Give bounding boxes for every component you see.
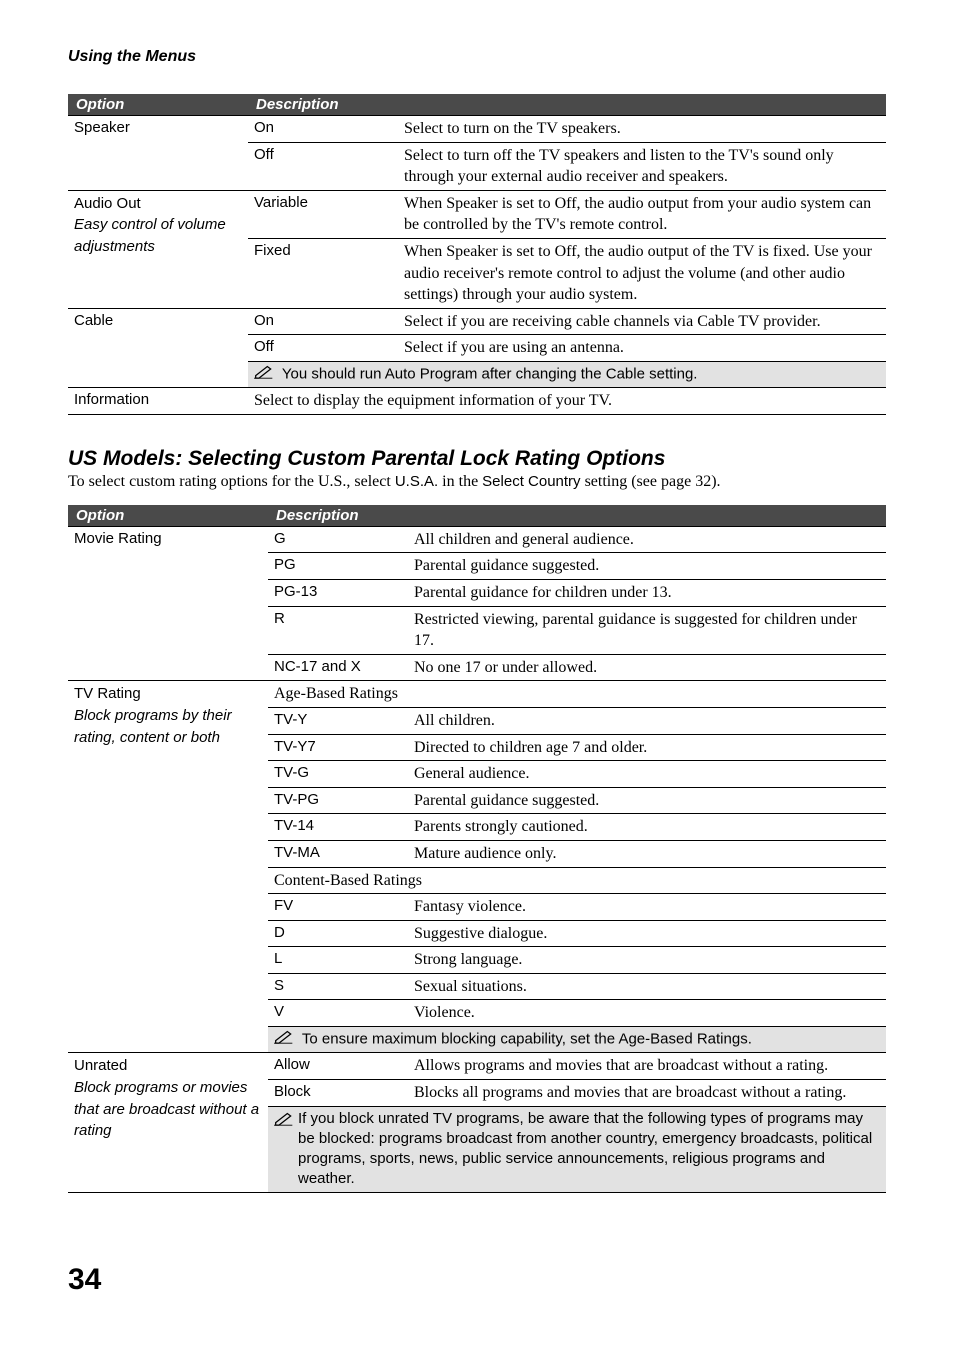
options-table-1: Option Description Speaker On Select to … — [68, 94, 886, 415]
description-text: When Speaker is set to Off, the audio ou… — [398, 190, 886, 238]
note-icon — [254, 364, 274, 385]
description-text: No one 17 or under allowed. — [408, 654, 886, 681]
value-label: TV-14 — [268, 814, 408, 841]
note-cell: You should run Auto Program after changi… — [248, 361, 886, 387]
description-text: Parents strongly cautioned. — [408, 814, 886, 841]
description-text: Strong language. — [408, 947, 886, 974]
description-text: Parental guidance suggested. — [408, 787, 886, 814]
value-label: Fixed — [248, 238, 398, 308]
option-main: Audio Out — [74, 195, 141, 212]
table-header-row: Option Description — [68, 505, 886, 527]
description-text: Blocks all programs and movies that are … — [408, 1079, 886, 1106]
value-label: TV-MA — [268, 840, 408, 867]
note-text: If you block unrated TV programs, be awa… — [298, 1109, 880, 1190]
value-label: PG — [268, 553, 408, 580]
value-label: D — [268, 920, 408, 947]
description-text: Suggestive dialogue. — [408, 920, 886, 947]
value-label: TV-G — [268, 761, 408, 788]
description-text: Parental guidance suggested. — [408, 553, 886, 580]
description-text: Restricted viewing, parental guidance is… — [408, 606, 886, 654]
table-row: Information Select to display the equipm… — [68, 388, 886, 415]
section-header: Using the Menus — [68, 48, 886, 66]
value-label: TV-Y7 — [268, 734, 408, 761]
description-text: Select to turn on the TV speakers. — [398, 116, 886, 143]
subheader-text: Content-Based Ratings — [268, 867, 886, 894]
intro-text: To select custom rating options for the … — [68, 473, 886, 491]
value-label: Off — [248, 335, 398, 362]
description-text: Mature audience only. — [408, 840, 886, 867]
page-number: 34 — [68, 1263, 886, 1297]
description-text: Sexual situations. — [408, 973, 886, 1000]
note-icon — [274, 1111, 294, 1132]
note-cell: If you block unrated TV programs, be awa… — [268, 1106, 886, 1192]
value-label: TV-Y — [268, 707, 408, 734]
note-text: You should run Auto Program after changi… — [282, 366, 698, 383]
intro-mid2: in the — [438, 473, 482, 490]
value-label: R — [268, 606, 408, 654]
note-icon — [274, 1029, 294, 1050]
description-text: General audience. — [408, 761, 886, 788]
description-text: Parental guidance for children under 13. — [408, 579, 886, 606]
option-subtitle: Block programs or movies that are broadc… — [74, 1079, 259, 1139]
subheader-text: Age-Based Ratings — [268, 681, 886, 708]
description-text: Select to display the equipment informat… — [248, 388, 886, 415]
value-label: TV-PG — [268, 787, 408, 814]
value-label: On — [248, 116, 398, 143]
value-label: S — [268, 973, 408, 1000]
option-subtitle: Block programs by their rating, content … — [74, 707, 232, 746]
intro-select-country: Select Country — [482, 473, 580, 490]
option-label: Information — [68, 388, 248, 415]
value-label: Off — [248, 142, 398, 190]
value-label: Variable — [248, 190, 398, 238]
note-text: To ensure maximum blocking capability, s… — [302, 1031, 752, 1048]
description-text: Fantasy violence. — [408, 894, 886, 921]
table-row: TV Rating Block programs by their rating… — [68, 681, 886, 708]
value-label: L — [268, 947, 408, 974]
option-label: Speaker — [68, 116, 248, 191]
table-row: Speaker On Select to turn on the TV spea… — [68, 116, 886, 143]
description-text: Select if you are using an antenna. — [398, 335, 886, 362]
table-row: Cable On Select if you are receiving cab… — [68, 308, 886, 335]
description-text: When Speaker is set to Off, the audio ou… — [398, 238, 886, 308]
intro-post: setting (see page 32). — [581, 473, 721, 490]
option-label: Unrated Block programs or movies that ar… — [68, 1053, 268, 1192]
option-label: Cable — [68, 308, 248, 387]
table-row: Movie Rating G All children and general … — [68, 526, 886, 553]
intro-pre: To select custom rating options for the … — [68, 473, 395, 490]
th-option: Option — [68, 94, 248, 116]
option-label: Movie Rating — [68, 526, 268, 681]
description-text: All children and general audience. — [408, 526, 886, 553]
value-label: FV — [268, 894, 408, 921]
table-row: Audio Out Easy control of volume adjustm… — [68, 190, 886, 238]
value-label: Allow — [268, 1053, 408, 1080]
th-option: Option — [68, 505, 268, 527]
table-row: Unrated Block programs or movies that ar… — [68, 1053, 886, 1080]
value-label: Block — [268, 1079, 408, 1106]
th-description: Description — [268, 505, 886, 527]
value-label: NC-17 and X — [268, 654, 408, 681]
value-label: V — [268, 1000, 408, 1027]
value-label: On — [248, 308, 398, 335]
subsection-heading: US Models: Selecting Custom Parental Loc… — [68, 447, 886, 471]
option-label: Audio Out Easy control of volume adjustm… — [68, 190, 248, 308]
table-header-row: Option Description — [68, 94, 886, 116]
option-main: TV Rating — [74, 685, 141, 702]
description-text: Allows programs and movies that are broa… — [408, 1053, 886, 1080]
value-label: PG-13 — [268, 579, 408, 606]
description-text: Select if you are receiving cable channe… — [398, 308, 886, 335]
option-main: Unrated — [74, 1057, 127, 1074]
description-text: All children. — [408, 707, 886, 734]
description-text: Directed to children age 7 and older. — [408, 734, 886, 761]
description-text: Violence. — [408, 1000, 886, 1027]
th-description: Description — [248, 94, 886, 116]
options-table-2: Option Description Movie Rating G All ch… — [68, 505, 886, 1193]
description-text: Select to turn off the TV speakers and l… — [398, 142, 886, 190]
value-label: G — [268, 526, 408, 553]
note-cell: To ensure maximum blocking capability, s… — [268, 1027, 886, 1053]
option-label: TV Rating Block programs by their rating… — [68, 681, 268, 1053]
intro-usa: U.S.A. — [395, 473, 438, 490]
option-subtitle: Easy control of volume adjustments — [74, 216, 226, 255]
